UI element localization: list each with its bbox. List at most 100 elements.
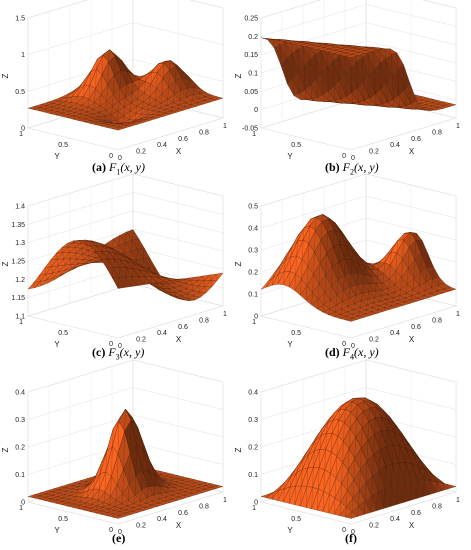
y-tick-label: 0.5 — [58, 516, 68, 523]
mesh-edge — [415, 233, 417, 241]
mesh-edge — [123, 106, 125, 117]
mesh-edge — [322, 304, 324, 313]
mesh-edge — [442, 105, 444, 109]
x-tick-label: 0 — [118, 529, 122, 536]
mesh-edge — [381, 282, 384, 291]
mesh-edge — [164, 109, 166, 113]
mesh-edge — [124, 242, 126, 253]
z-tick-label: 0.4 — [248, 226, 258, 233]
mesh-edge — [295, 472, 297, 487]
mesh-edge — [82, 488, 84, 493]
z-axis-label: Z — [234, 73, 243, 78]
mesh-edge — [151, 501, 153, 506]
mesh-edge — [369, 400, 371, 408]
mesh-edge — [190, 280, 193, 285]
mesh-edge — [62, 497, 64, 502]
x-tick-label: 0.2 — [136, 149, 146, 156]
mesh-edge — [70, 264, 73, 269]
mesh-edge — [118, 511, 121, 516]
mesh-edge — [121, 254, 123, 256]
mesh-edge — [400, 277, 402, 290]
mesh-edge — [90, 504, 92, 509]
mesh-edge — [72, 115, 75, 120]
mesh-edge — [363, 313, 366, 318]
mesh-edge — [66, 484, 68, 488]
mesh-edge — [78, 483, 80, 487]
mesh-edge — [76, 259, 78, 264]
mesh-edge — [317, 488, 319, 511]
mesh-edge — [138, 505, 140, 510]
mesh-edge — [138, 269, 140, 277]
y-axis-label: Y — [54, 340, 60, 349]
x-tick-label: 0 — [351, 155, 355, 162]
mesh-edge — [370, 311, 372, 316]
mesh-edge — [203, 275, 205, 281]
mesh-edge — [159, 493, 161, 500]
mesh-edge — [284, 260, 286, 272]
mesh-edge — [328, 91, 330, 102]
mesh-edge — [186, 88, 188, 97]
mesh-edge — [355, 284, 357, 296]
x-tick-label: 0.4 — [390, 516, 400, 523]
mesh-edge — [100, 463, 102, 474]
mesh-edge — [193, 82, 196, 88]
mesh-edge — [86, 244, 89, 251]
mesh-edge — [132, 263, 135, 269]
mesh-edge — [56, 496, 59, 501]
mesh-edge — [389, 265, 391, 279]
mesh-edge — [381, 103, 384, 107]
mesh-edge — [288, 40, 291, 43]
mesh-edge — [329, 45, 331, 49]
mesh-edge — [161, 283, 164, 289]
mesh-edge — [406, 284, 408, 294]
mesh-edge — [403, 64, 405, 90]
y-tick-label: 1 — [252, 505, 256, 512]
mesh-edge — [106, 124, 108, 128]
mesh-edge — [363, 274, 365, 284]
function-name: F — [342, 160, 351, 174]
mesh-edge — [333, 60, 335, 87]
mesh-edge — [391, 301, 393, 306]
mesh-edge — [125, 231, 127, 243]
mesh-edge — [104, 109, 106, 117]
mesh-edge — [62, 109, 64, 114]
mesh-edge — [137, 238, 139, 250]
mesh-edge — [163, 277, 166, 282]
mesh-edge — [131, 81, 134, 94]
mesh-edge — [356, 404, 358, 419]
mesh-edge — [157, 115, 159, 119]
mesh-edge — [70, 258, 72, 265]
mesh-edge — [150, 117, 152, 121]
mesh-edge — [80, 243, 82, 249]
mesh-edge — [183, 106, 185, 111]
mesh-edge — [294, 486, 296, 505]
mesh-edge — [192, 290, 195, 296]
mesh-edge — [92, 476, 94, 480]
mesh-edge — [381, 410, 384, 418]
mesh-edge — [323, 44, 325, 48]
mesh-edge — [348, 448, 350, 471]
mesh-edge — [383, 262, 385, 274]
mesh-edge — [318, 263, 321, 284]
mesh-edge — [365, 461, 368, 483]
mesh-edge — [114, 253, 116, 260]
y-tick-label: 1 — [19, 505, 23, 512]
z-tick-label: 0.1 — [248, 292, 258, 299]
panel-caption: (a) F1(x, y) — [92, 160, 145, 176]
mesh-edge — [347, 470, 349, 491]
mesh-edge — [286, 58, 288, 84]
mesh-edge — [100, 123, 103, 127]
mesh-edge — [429, 480, 431, 495]
mesh-edge — [55, 253, 58, 260]
mesh-edge — [160, 481, 163, 487]
mesh-edge — [350, 317, 353, 322]
mesh-edge — [142, 449, 144, 471]
mesh-edge — [89, 260, 91, 263]
z-tick-label: 0.3 — [248, 417, 258, 424]
mesh-edge — [84, 240, 86, 243]
mesh-edge — [416, 479, 418, 499]
mesh-edge — [311, 292, 313, 306]
mesh-edge — [413, 259, 415, 279]
y-axis-label: Y — [287, 526, 293, 535]
mesh-edge — [87, 485, 90, 491]
